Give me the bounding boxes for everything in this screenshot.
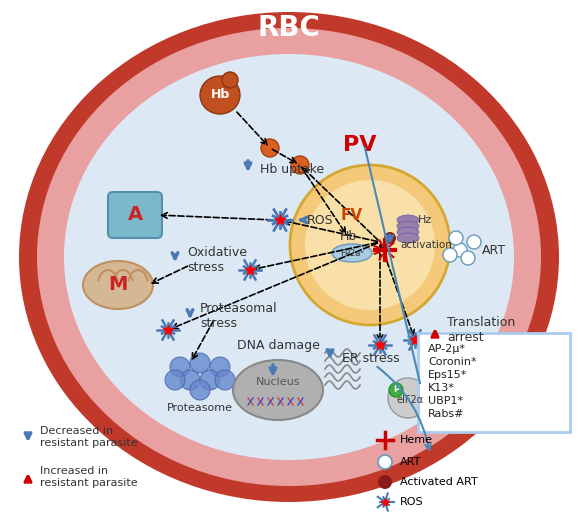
Circle shape [378, 475, 392, 489]
Circle shape [170, 357, 190, 377]
Circle shape [305, 180, 435, 310]
Text: Oxidative
stress: Oxidative stress [187, 246, 247, 274]
FancyBboxPatch shape [418, 333, 570, 432]
Text: Rabs#: Rabs# [428, 409, 464, 419]
Circle shape [453, 243, 467, 257]
Text: DNA damage: DNA damage [237, 339, 320, 352]
Text: Hb: Hb [339, 231, 357, 244]
Circle shape [190, 380, 210, 400]
Circle shape [378, 455, 392, 469]
Ellipse shape [397, 227, 419, 237]
Circle shape [215, 370, 235, 390]
Text: Coronin*: Coronin* [428, 357, 477, 367]
Text: A: A [127, 205, 142, 225]
Circle shape [467, 235, 481, 249]
Ellipse shape [397, 221, 419, 231]
Text: ER stress: ER stress [342, 352, 400, 365]
Circle shape [210, 357, 230, 377]
Circle shape [190, 353, 210, 373]
Circle shape [261, 139, 279, 157]
Text: ROS: ROS [307, 214, 334, 227]
Text: Proteasomal
stress: Proteasomal stress [200, 302, 277, 330]
Ellipse shape [64, 54, 514, 460]
Circle shape [291, 156, 309, 174]
Text: FP2aᵃ: FP2aᵃ [340, 249, 364, 258]
Text: Eps15*: Eps15* [428, 370, 467, 380]
Text: ART: ART [400, 457, 422, 467]
Circle shape [461, 251, 475, 265]
Text: UBP1*: UBP1* [428, 396, 463, 406]
Circle shape [384, 232, 396, 244]
Ellipse shape [222, 72, 238, 88]
Text: PV: PV [343, 135, 377, 155]
Circle shape [449, 231, 463, 245]
Text: Heme: Heme [400, 435, 433, 445]
Circle shape [388, 378, 428, 418]
Text: activation: activation [400, 240, 452, 250]
Text: Hb: Hb [210, 89, 230, 101]
Circle shape [200, 370, 220, 390]
Ellipse shape [233, 360, 323, 420]
Circle shape [165, 370, 185, 390]
Ellipse shape [83, 261, 153, 309]
Ellipse shape [397, 233, 419, 243]
Circle shape [443, 248, 457, 262]
Text: K13*: K13* [428, 383, 455, 393]
Text: M: M [108, 276, 128, 295]
Ellipse shape [200, 76, 240, 114]
Text: Proteasome: Proteasome [167, 403, 233, 413]
Text: Hb uptake: Hb uptake [260, 163, 324, 177]
Circle shape [389, 383, 403, 397]
Text: Activated ART: Activated ART [400, 477, 478, 487]
Text: Nucleus: Nucleus [256, 377, 301, 387]
Circle shape [290, 165, 450, 325]
FancyBboxPatch shape [108, 192, 162, 238]
Text: ROS: ROS [400, 497, 424, 507]
Text: P: P [393, 386, 399, 394]
Ellipse shape [19, 12, 559, 502]
Text: Decreased in
resistant parasite: Decreased in resistant parasite [40, 426, 138, 448]
Text: RBC: RBC [258, 14, 320, 42]
Text: Hz: Hz [418, 215, 432, 225]
Ellipse shape [332, 244, 372, 262]
Ellipse shape [37, 28, 541, 486]
Text: Increased in
resistant parasite: Increased in resistant parasite [40, 466, 138, 488]
Text: FV: FV [341, 208, 363, 222]
Ellipse shape [397, 215, 419, 225]
Text: eIF2α: eIF2α [397, 395, 424, 405]
Text: ART: ART [482, 244, 506, 256]
Text: AP-2μ*: AP-2μ* [428, 344, 466, 354]
Text: Translation
arrest: Translation arrest [447, 316, 515, 344]
Circle shape [180, 370, 200, 390]
